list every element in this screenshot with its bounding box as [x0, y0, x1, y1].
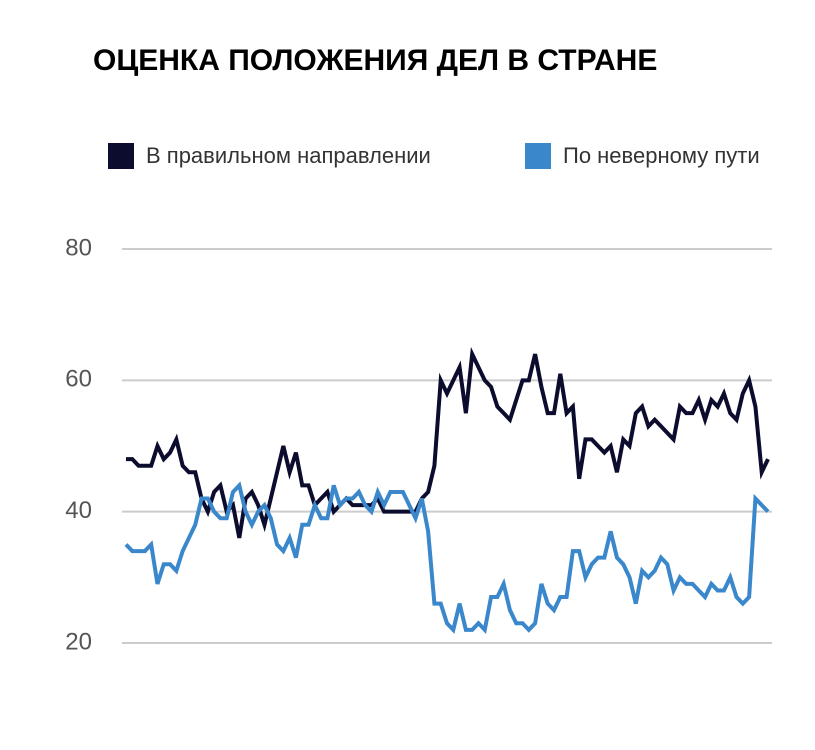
- legend-label: В правильном направлении: [146, 143, 431, 168]
- line: [126, 346, 770, 539]
- y-tick-label: 80: [65, 234, 92, 261]
- y-tick-label: 20: [65, 628, 92, 655]
- line: [124, 481, 770, 635]
- legend-label: По неверному пути: [563, 143, 760, 168]
- y-tick-label: 40: [65, 497, 92, 524]
- legend-swatch: [108, 143, 134, 169]
- y-tick-label: 60: [65, 366, 92, 393]
- legend-swatch: [525, 143, 551, 169]
- chart-title: ОЦЕНКА ПОЛОЖЕНИЯ ДЕЛ В СТРАНЕ: [93, 44, 657, 77]
